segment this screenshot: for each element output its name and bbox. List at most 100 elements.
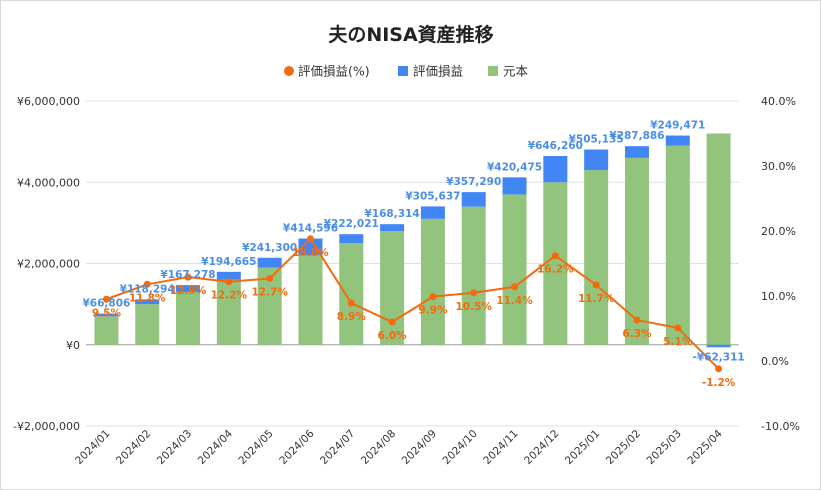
pct-point xyxy=(592,281,600,289)
x-tick-label: 2024/03 xyxy=(155,428,194,467)
gain-data-label: -¥62,311 xyxy=(693,351,745,363)
legend-marker-pct xyxy=(284,66,294,76)
x-tick-label: 2025/04 xyxy=(685,427,725,467)
bar-principal xyxy=(298,255,323,345)
bar-gain xyxy=(339,234,364,244)
legend-label-gain: 評価損益 xyxy=(413,64,463,79)
bar-principal xyxy=(665,145,690,345)
x-tick-label: 2024/05 xyxy=(236,428,275,467)
pct-point xyxy=(266,274,274,282)
x-tick-label: 2025/02 xyxy=(604,428,643,467)
gain-data-label: ¥305,637 xyxy=(405,190,460,202)
bar-gain xyxy=(543,155,568,183)
x-tick-label: 2024/09 xyxy=(400,428,439,467)
bar-principal xyxy=(461,206,486,345)
legend-marker-principal xyxy=(488,66,498,76)
pct-data-label: 18.8% xyxy=(292,247,329,259)
gain-data-label: ¥357,290 xyxy=(446,176,501,188)
y-left-tick-label: ¥0 xyxy=(66,339,80,352)
bar-principal xyxy=(502,194,527,345)
y-left-tick-label: ¥2,000,000 xyxy=(17,258,80,271)
bar-gain xyxy=(665,135,690,146)
pct-data-label: 11.4% xyxy=(496,295,533,307)
y-right-tick-label: 10.0% xyxy=(761,290,796,303)
pct-point xyxy=(470,289,478,297)
gain-data-label: ¥66,806 xyxy=(82,298,130,310)
gain-data-label: ¥194,665 xyxy=(201,256,256,268)
pct-point xyxy=(388,318,396,326)
pct-data-label: 10.5% xyxy=(456,301,493,313)
x-tick-label: 2024/04 xyxy=(196,427,236,467)
pct-point xyxy=(306,235,314,243)
pct-data-label: 12.7% xyxy=(251,286,288,298)
legend: 評価損益(%) 評価損益 元本 xyxy=(284,64,529,79)
legend-label-pct: 評価損益(%) xyxy=(298,64,370,79)
gain-data-label: ¥505,135 xyxy=(569,134,624,146)
gain-data-label: ¥241,300 xyxy=(242,242,297,254)
pct-data-label: 11.8% xyxy=(129,292,166,304)
bar-gain xyxy=(380,224,405,231)
pct-point xyxy=(715,365,723,373)
bar-principal xyxy=(176,291,201,345)
x-tick-label: 2024/12 xyxy=(522,428,561,467)
bar-gain xyxy=(584,149,609,171)
gain-data-label: ¥420,475 xyxy=(487,161,542,173)
y-right-tick-label: -10.0% xyxy=(761,420,800,433)
bar-principal xyxy=(339,243,364,345)
bar-principal xyxy=(543,182,568,345)
y-left-tick-label: ¥4,000,000 xyxy=(17,176,80,189)
bar-principal xyxy=(135,304,160,345)
pct-data-label: 16.2% xyxy=(537,264,574,276)
bar-gain xyxy=(298,238,323,256)
bar-gain xyxy=(706,344,731,348)
bar-gain xyxy=(420,206,445,219)
pct-point xyxy=(143,280,151,288)
x-tick-label: 2024/07 xyxy=(318,428,357,467)
pct-point xyxy=(225,278,233,286)
pct-data-label: 12.9% xyxy=(170,285,207,297)
bar-gain xyxy=(94,313,119,317)
bars xyxy=(94,133,731,348)
pct-point xyxy=(551,252,559,260)
pct-point xyxy=(102,295,110,303)
gain-data-label: ¥118,294 xyxy=(120,283,175,295)
bar-principal xyxy=(216,279,241,345)
x-tick-label: 2024/08 xyxy=(359,428,398,467)
bar-principal xyxy=(420,218,445,345)
pct-line-path xyxy=(106,237,720,370)
pct-line xyxy=(102,235,723,373)
y-right-tick-label: 0.0% xyxy=(761,355,789,368)
x-tick-label: 2024/02 xyxy=(114,428,153,467)
gain-data-label: ¥414,596 xyxy=(283,223,338,235)
legend-marker-gain xyxy=(398,66,408,76)
pct-data-label: 12.2% xyxy=(211,290,248,302)
x-tick-label: 2024/01 xyxy=(73,428,112,467)
bar-gain xyxy=(135,299,160,305)
pct-data-label: 6.3% xyxy=(622,328,652,340)
legend-label-principal: 元本 xyxy=(503,64,529,79)
gain-data-label: ¥222,021 xyxy=(324,218,379,230)
y-left-tick-label: ¥6,000,000 xyxy=(17,95,80,108)
bar-gain xyxy=(176,285,201,292)
bar-gain xyxy=(216,271,241,280)
gain-data-label: ¥249,471 xyxy=(650,120,705,132)
pct-data-label: 11.7% xyxy=(578,293,615,305)
pct-data-label: 9.9% xyxy=(418,305,448,317)
gain-data-label: ¥646,260 xyxy=(528,140,583,152)
x-tick-label: 2024/11 xyxy=(481,428,520,467)
x-tick-label: 2025/03 xyxy=(645,428,684,467)
bar-principal xyxy=(584,170,609,345)
pct-data-label: 9.5% xyxy=(92,307,122,319)
bar-principal xyxy=(706,133,731,345)
pct-data-label: 6.0% xyxy=(378,330,408,342)
pct-data-label: 8.9% xyxy=(337,311,367,323)
pct-point xyxy=(511,283,519,291)
y-right-tick-label: 20.0% xyxy=(761,225,796,238)
chart-title: 夫のNISA資産推移 xyxy=(328,23,493,46)
bar-principal xyxy=(94,316,119,345)
pct-point xyxy=(674,324,682,332)
pct-data-label: -1.2% xyxy=(702,377,736,389)
bar-gain xyxy=(502,177,527,195)
